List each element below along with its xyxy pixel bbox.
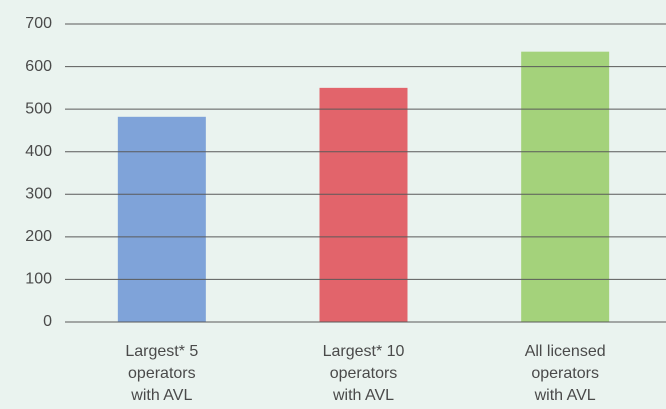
x-tick-label-line: operators — [128, 365, 196, 382]
x-tick-label-line: with AVL — [130, 387, 192, 404]
x-tick-label-line: operators — [330, 365, 398, 382]
bar — [319, 87, 408, 322]
x-tick-label: All licensed operators with AVL — [525, 343, 606, 404]
bar — [117, 116, 206, 322]
bar — [521, 51, 610, 323]
y-tick-label: 0 — [43, 313, 52, 330]
y-tick-label: 600 — [25, 58, 52, 75]
x-tick-label-line: Largest* 5 — [125, 343, 198, 360]
x-tick-label-line: with AVL — [534, 387, 596, 404]
x-tick-label: Largest* 5 operators with AVL — [125, 343, 198, 404]
y-tick-label: 700 — [25, 15, 52, 32]
x-tick-label-line: Largest* 10 — [323, 343, 405, 360]
y-tick-label: 100 — [25, 271, 52, 288]
y-tick-label: 300 — [25, 186, 52, 203]
x-tick-label: Largest* 10 operators with AVL — [323, 343, 405, 404]
y-tick-label: 200 — [25, 228, 52, 245]
x-tick-label-line: All licensed — [525, 343, 606, 360]
x-tick-label-line: operators — [531, 365, 599, 382]
x-tick-label-line: with AVL — [332, 387, 394, 404]
y-tick-label: 500 — [25, 100, 52, 117]
y-tick-label: 400 — [25, 143, 52, 160]
